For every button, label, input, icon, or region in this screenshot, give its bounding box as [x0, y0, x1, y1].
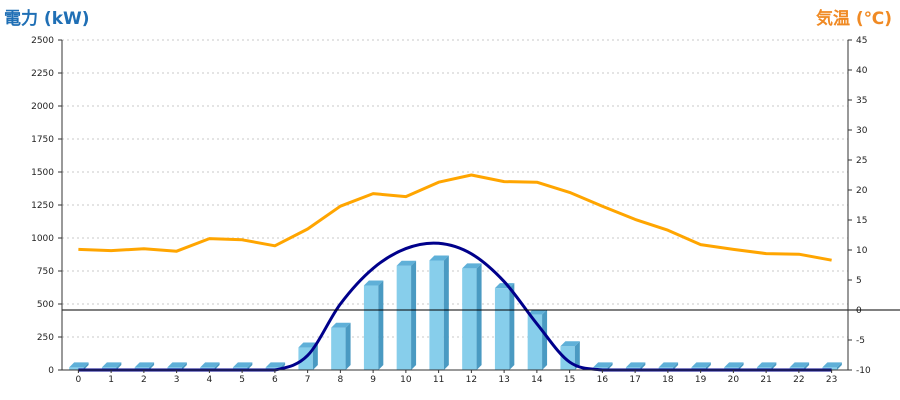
- left-tick-label: 1000: [31, 234, 54, 244]
- axis-layer: 02505007501000125015001750200022502500-1…: [31, 36, 900, 385]
- right-tick-label: -5: [856, 336, 865, 346]
- left-tick-label: 1250: [31, 201, 54, 211]
- right-tick-label: 35: [856, 96, 867, 106]
- x-tick-label: 9: [370, 375, 376, 385]
- x-tick-label: 21: [760, 375, 771, 385]
- grid-layer: [62, 39, 848, 338]
- power-bar: [363, 280, 384, 370]
- left-tick-label: 750: [37, 267, 54, 277]
- line-layer: [78, 173, 832, 372]
- x-tick-label: 7: [305, 375, 311, 385]
- x-tick-label: 17: [629, 375, 640, 385]
- x-tick-label: 8: [338, 375, 344, 385]
- temperature-line: [78, 173, 832, 262]
- x-tick-label: 16: [597, 375, 609, 385]
- x-tick-label: 23: [826, 375, 837, 385]
- x-tick-label: 1: [108, 375, 114, 385]
- left-tick-label: 500: [37, 300, 54, 310]
- x-tick-label: 20: [728, 375, 740, 385]
- right-tick-label: 45: [856, 36, 867, 46]
- x-tick-label: 12: [466, 375, 477, 385]
- power-bar: [429, 255, 449, 370]
- right-tick-label: -10: [856, 366, 871, 376]
- right-tick-label: 0: [856, 306, 862, 316]
- power-bar: [462, 263, 482, 370]
- power-bar: [331, 322, 351, 370]
- right-tick-label: 40: [856, 66, 868, 76]
- left-tick-label: 1750: [31, 135, 54, 145]
- x-tick-label: 2: [141, 375, 147, 385]
- right-tick-label: 25: [856, 156, 867, 166]
- x-tick-label: 5: [239, 375, 245, 385]
- left-tick-label: 2500: [31, 36, 54, 46]
- power-bar: [396, 260, 417, 370]
- right-tick-label: 30: [856, 126, 868, 136]
- power-bar: [69, 362, 89, 370]
- x-tick-label: 19: [695, 375, 707, 385]
- right-tick-label: 10: [856, 246, 868, 256]
- left-tick-label: 2250: [31, 69, 54, 79]
- x-tick-label: 14: [531, 375, 543, 385]
- right-tick-label: 5: [856, 276, 862, 286]
- left-tick-label: 1500: [31, 168, 54, 178]
- power-curve-line: [78, 241, 832, 372]
- x-tick-label: 15: [564, 375, 575, 385]
- bar-layer: [69, 255, 842, 370]
- x-tick-label: 13: [498, 375, 509, 385]
- left-axis-title: 電力 (kW): [4, 9, 90, 29]
- x-tick-label: 10: [400, 375, 412, 385]
- left-tick-label: 0: [48, 366, 54, 376]
- power-bar: [527, 309, 548, 370]
- right-tick-label: 20: [856, 186, 868, 196]
- right-axis-title: 気温 (℃): [815, 9, 892, 29]
- x-tick-label: 4: [207, 375, 213, 385]
- left-tick-label: 2000: [31, 102, 54, 112]
- x-tick-label: 0: [76, 375, 82, 385]
- x-tick-label: 22: [793, 375, 804, 385]
- x-tick-label: 18: [662, 375, 674, 385]
- right-tick-label: 15: [856, 216, 867, 226]
- left-tick-label: 250: [37, 333, 54, 343]
- x-tick-label: 11: [433, 375, 444, 385]
- power-bar: [494, 283, 515, 370]
- x-tick-label: 6: [272, 375, 278, 385]
- x-tick-label: 3: [174, 375, 180, 385]
